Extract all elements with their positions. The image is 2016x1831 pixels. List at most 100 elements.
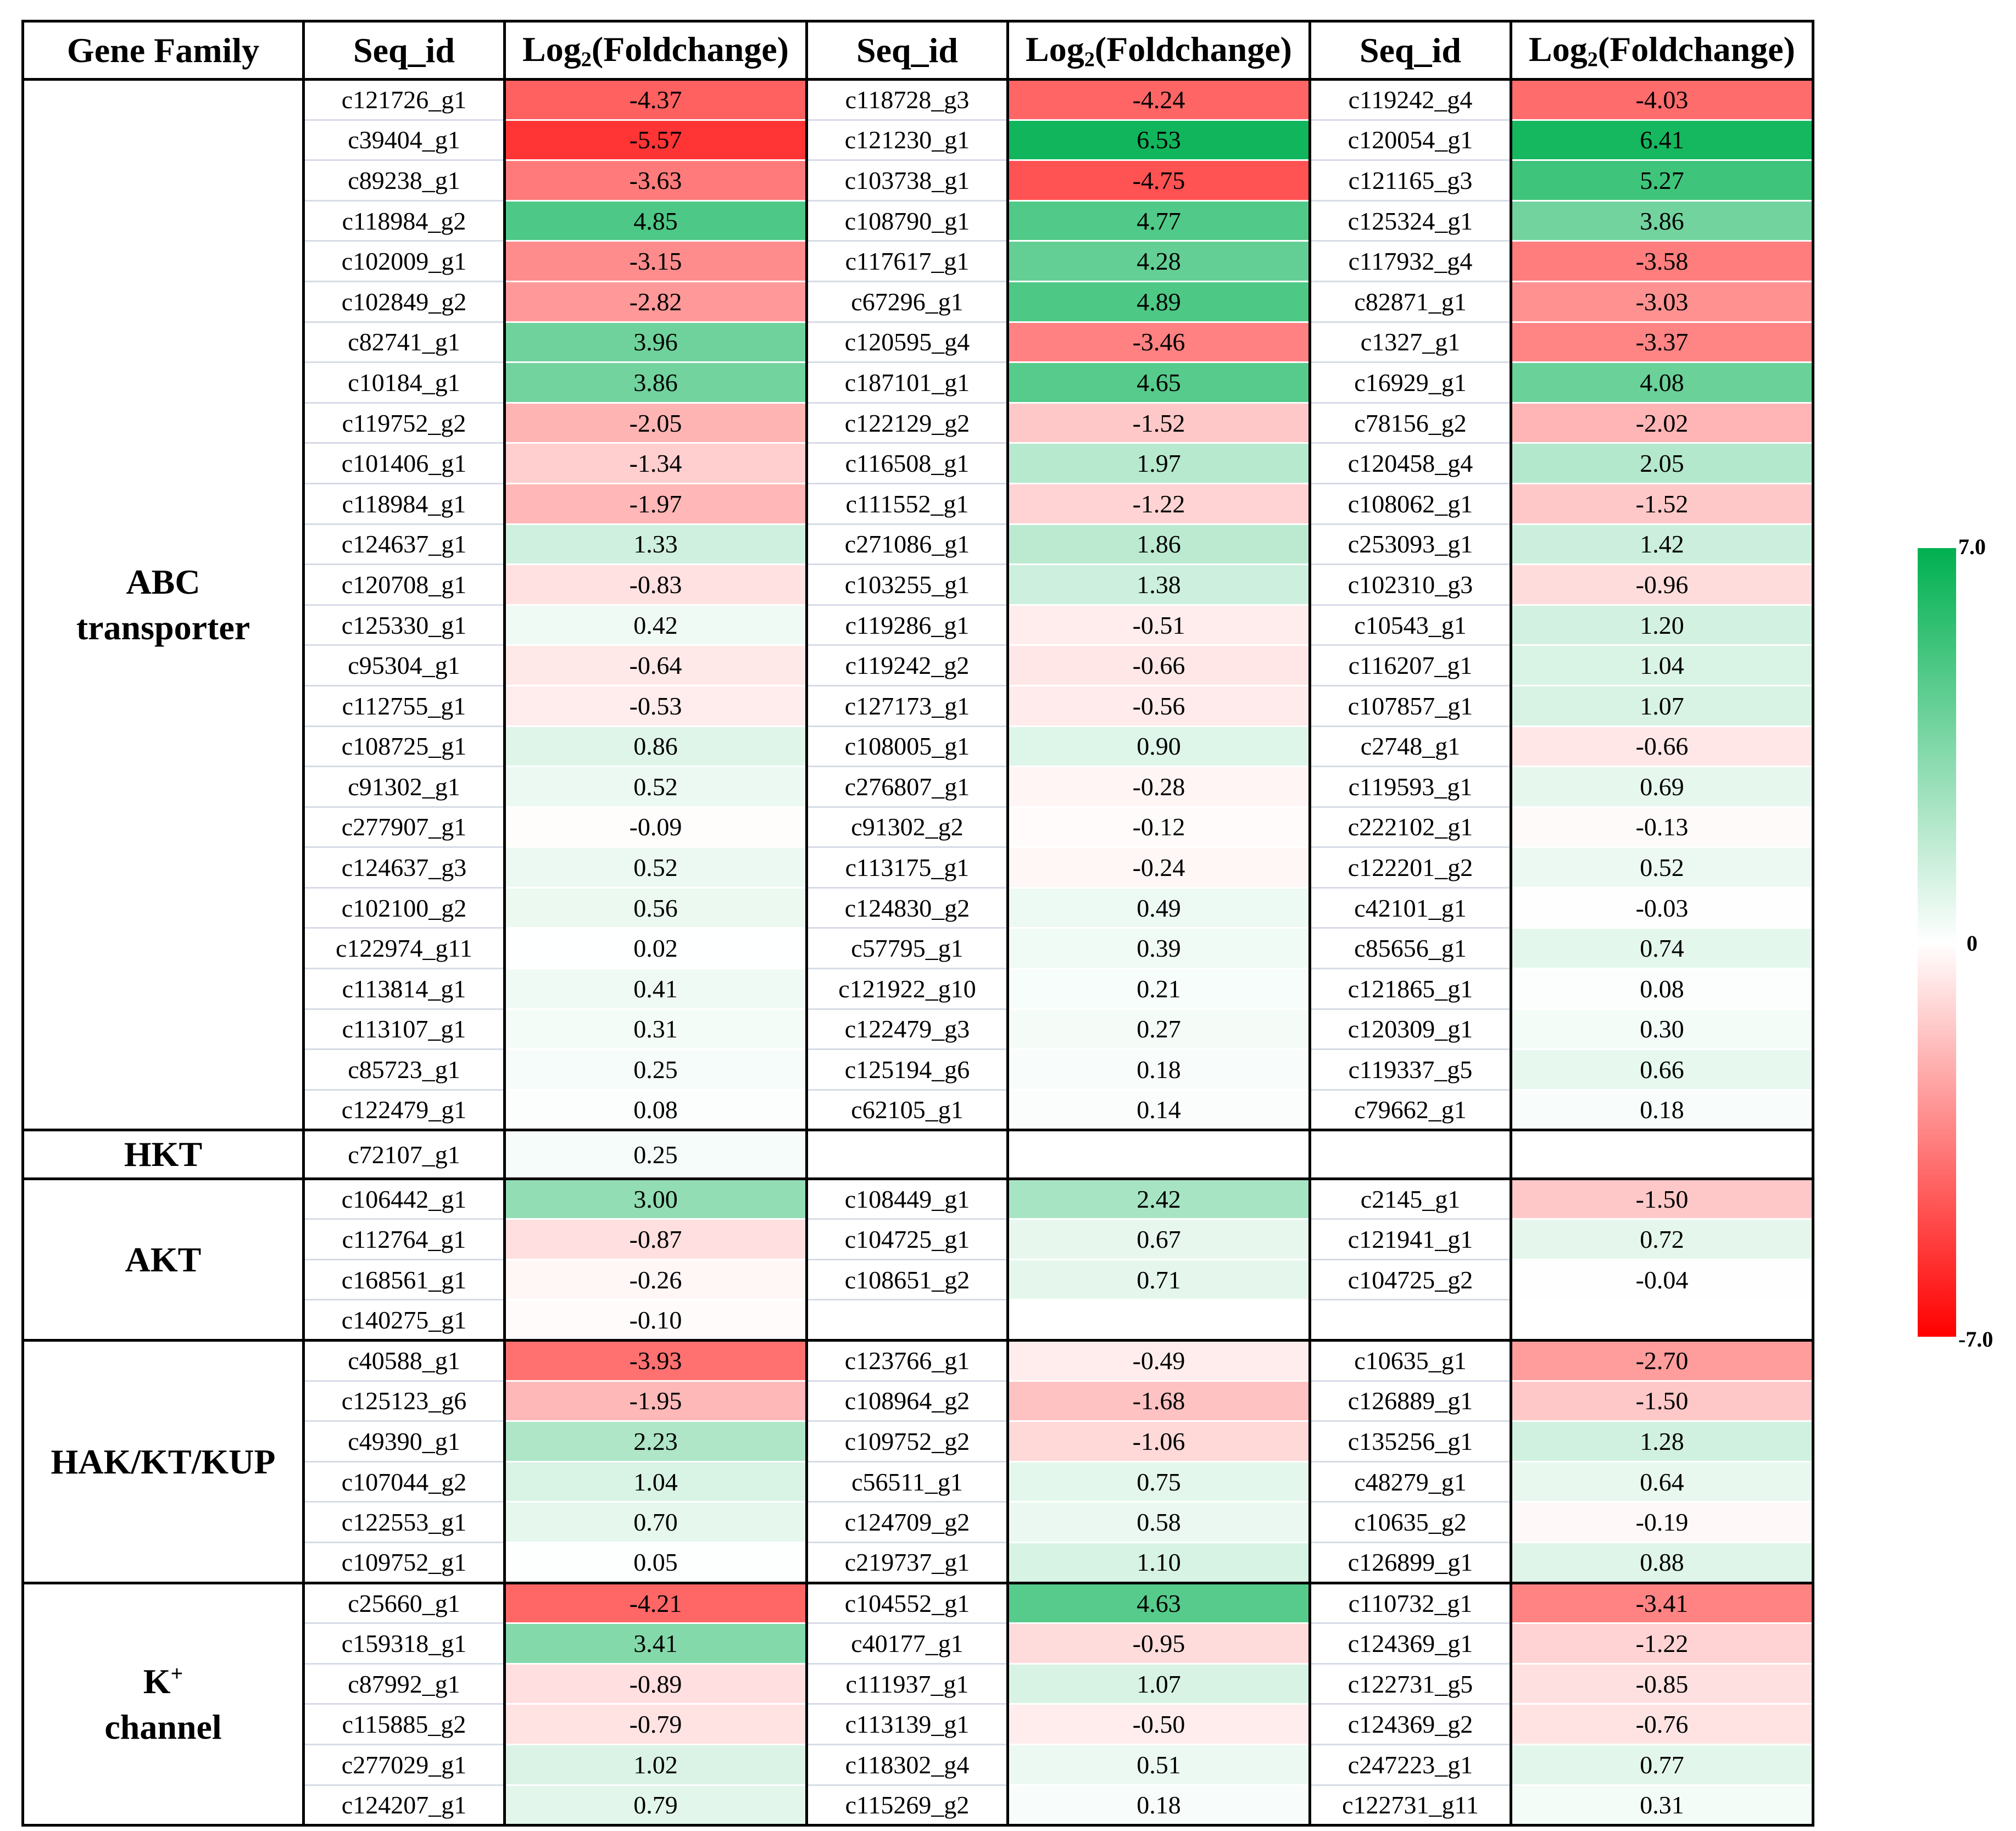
fold-change-cell: 0.71 bbox=[1007, 1259, 1310, 1301]
fold-change-cell: 0.14 bbox=[1007, 1090, 1310, 1132]
seq-id-cell: c118302_g4 bbox=[805, 1744, 1009, 1786]
table-row: c124637_g3 0.52 c113175_g1 -0.24 c122201_g2 0… bbox=[23, 847, 1814, 889]
seq-id-cell: c89238_g1 bbox=[302, 160, 506, 202]
table-row: c125330_g1 0.42 c119286_g1 -0.51 c10543_g1 1.… bbox=[23, 605, 1814, 646]
seq-id-cell: c102009_g1 bbox=[302, 241, 506, 282]
fold-change-cell: -1.22 bbox=[1511, 1623, 1814, 1665]
fold-change-cell: -3.37 bbox=[1511, 322, 1814, 364]
seq-id-cell: c140275_g1 bbox=[302, 1299, 506, 1342]
seq-id-cell: c125194_g6 bbox=[805, 1049, 1009, 1091]
seq-id-cell: c1327_g1 bbox=[1308, 322, 1512, 364]
fold-change-cell: -1.34 bbox=[504, 443, 807, 484]
fold-change-cell: 0.18 bbox=[1511, 1090, 1814, 1132]
fold-change-cell: -4.21 bbox=[504, 1583, 807, 1625]
seq-id-cell: c119242_g2 bbox=[805, 645, 1009, 686]
fold-change-cell: 6.53 bbox=[1007, 120, 1310, 161]
fold-change-cell: 0.75 bbox=[1007, 1461, 1310, 1503]
fold-change-cell: -0.03 bbox=[1511, 887, 1814, 929]
seq-id-cell: c113139_g1 bbox=[805, 1704, 1009, 1745]
color-scale-min-label: -7.0 bbox=[1958, 1327, 1993, 1352]
fold-change-cell: -0.09 bbox=[504, 807, 807, 848]
empty-cell bbox=[1007, 1130, 1310, 1180]
fold-change-cell: 3.86 bbox=[1511, 200, 1814, 242]
seq-id-cell: c119242_g4 bbox=[1308, 79, 1512, 121]
gene-family-line: AKT bbox=[125, 1240, 202, 1279]
fold-change-cell: 0.74 bbox=[1511, 928, 1814, 970]
gene-family-line: transporter bbox=[76, 608, 250, 647]
fold-change-cell: -2.02 bbox=[1511, 403, 1814, 444]
fold-change-cell: 0.18 bbox=[1007, 1049, 1310, 1091]
seq-id-cell: c85656_g1 bbox=[1308, 928, 1512, 970]
fold-change-cell: -2.82 bbox=[504, 281, 807, 323]
seq-id-cell: c168561_g1 bbox=[302, 1259, 506, 1301]
color-scale-bar bbox=[1918, 548, 1956, 1337]
seq-id-cell: c49390_g1 bbox=[302, 1421, 506, 1462]
seq-id-cell: c102310_g3 bbox=[1308, 564, 1512, 606]
seq-id-cell: c120595_g4 bbox=[805, 322, 1009, 364]
seq-id-cell: c108005_g1 bbox=[805, 726, 1009, 768]
seq-id-cell: c125330_g1 bbox=[302, 605, 506, 646]
seq-id-cell: c113814_g1 bbox=[302, 968, 506, 1010]
table-row: c10184_g1 3.86 c187101_g1 4.65 c16929_g1 4.08 bbox=[23, 362, 1814, 404]
fold-change-cell: 0.21 bbox=[1007, 968, 1310, 1010]
seq-id-cell: c271086_g1 bbox=[805, 524, 1009, 566]
seq-id-cell: c121726_g1 bbox=[302, 79, 506, 121]
seq-id-cell: c120054_g1 bbox=[1308, 120, 1512, 161]
fold-change-cell: 1.02 bbox=[504, 1744, 807, 1786]
seq-id-cell: c102100_g2 bbox=[302, 887, 506, 929]
fold-change-cell: 1.28 bbox=[1511, 1421, 1814, 1462]
fold-change-cell: 0.31 bbox=[504, 1009, 807, 1051]
empty-cell bbox=[1308, 1130, 1512, 1180]
seq-id-cell: c276807_g1 bbox=[805, 766, 1009, 808]
seq-id-cell: c117932_g4 bbox=[1308, 241, 1512, 282]
fold-change-cell: 0.42 bbox=[504, 605, 807, 646]
table-row: c102849_g2 -2.82 c67296_g1 4.89 c82871_g1 -3.… bbox=[23, 281, 1814, 323]
seq-id-cell: c103255_g1 bbox=[805, 564, 1009, 606]
table-row: c49390_g1 2.23 c109752_g2 -1.06 c135256_g1 1.… bbox=[23, 1421, 1814, 1462]
fold-change-cell: 0.49 bbox=[1007, 887, 1310, 929]
table-row: c122974_g11 0.02 c57795_g1 0.39 c85656_g1 0.7… bbox=[23, 928, 1814, 970]
table-row: ABC transporter c121726_g1 -4.37 c118728_g3-… bbox=[21, 77, 1814, 1132]
seq-id-cell: c91302_g2 bbox=[805, 807, 1009, 848]
seq-id-cell: c124207_g1 bbox=[302, 1785, 506, 1827]
seq-id-cell: c187101_g1 bbox=[805, 362, 1009, 404]
seq-id-cell: c104552_g1 bbox=[805, 1583, 1009, 1625]
fold-change-cell: 0.25 bbox=[504, 1130, 807, 1180]
table-row: c120708_g1 -0.83 c103255_g1 1.38 c102310_g3-… bbox=[23, 564, 1814, 606]
seq-id-cell: c118728_g3 bbox=[805, 79, 1009, 121]
fold-change-cell: 2.42 bbox=[1007, 1179, 1310, 1220]
fold-change-cell: 3.41 bbox=[504, 1623, 807, 1665]
seq-id-cell: c112764_g1 bbox=[302, 1219, 506, 1260]
fold-change-cell: 0.88 bbox=[1511, 1542, 1814, 1584]
fold-change-cell: 1.86 bbox=[1007, 524, 1310, 566]
fold-change-cell: 0.05 bbox=[504, 1542, 807, 1584]
seq-id-cell: c102849_g2 bbox=[302, 281, 506, 323]
empty-cell bbox=[1007, 1299, 1310, 1342]
fold-change-cell: 3.96 bbox=[504, 322, 807, 364]
fold-change-cell: -5.57 bbox=[504, 120, 807, 161]
seq-id-cell: c119752_g2 bbox=[302, 403, 506, 444]
fold-change-cell: -3.41 bbox=[1511, 1583, 1814, 1625]
table-row: c91302_g1 0.52 c276807_g1 -0.28 c119593_g1 0.… bbox=[23, 766, 1814, 808]
fold-change-cell: -1.50 bbox=[1511, 1179, 1814, 1220]
color-scale-max-label: 7.0 bbox=[1958, 534, 1986, 559]
empty-cell bbox=[1511, 1299, 1814, 1342]
seq-id-cell: c121922_g10 bbox=[805, 968, 1009, 1010]
fold-change-cell: -4.24 bbox=[1007, 79, 1310, 121]
seq-id-cell: c124709_g2 bbox=[805, 1501, 1009, 1543]
fold-change-cell: -4.75 bbox=[1007, 160, 1310, 202]
gene-family-line: ABC bbox=[126, 562, 201, 602]
fold-change-cell: -0.66 bbox=[1007, 645, 1310, 686]
seq-id-cell: c108790_g1 bbox=[805, 200, 1009, 242]
seq-id-cell: c122974_g11 bbox=[302, 928, 506, 970]
fold-change-cell: -0.19 bbox=[1511, 1501, 1814, 1543]
seq-id-cell: c57795_g1 bbox=[805, 928, 1009, 970]
fold-change-cell: 0.39 bbox=[1007, 928, 1310, 970]
seq-id-cell: c113175_g1 bbox=[805, 847, 1009, 889]
fold-change-cell: 5.27 bbox=[1511, 160, 1814, 202]
fold-change-cell: 1.20 bbox=[1511, 605, 1814, 646]
fold-change-cell: -0.79 bbox=[504, 1704, 807, 1745]
seq-id-cell: c40177_g1 bbox=[805, 1623, 1009, 1665]
seq-id-cell: c101406_g1 bbox=[302, 443, 506, 484]
fold-change-cell: 0.27 bbox=[1007, 1009, 1310, 1051]
